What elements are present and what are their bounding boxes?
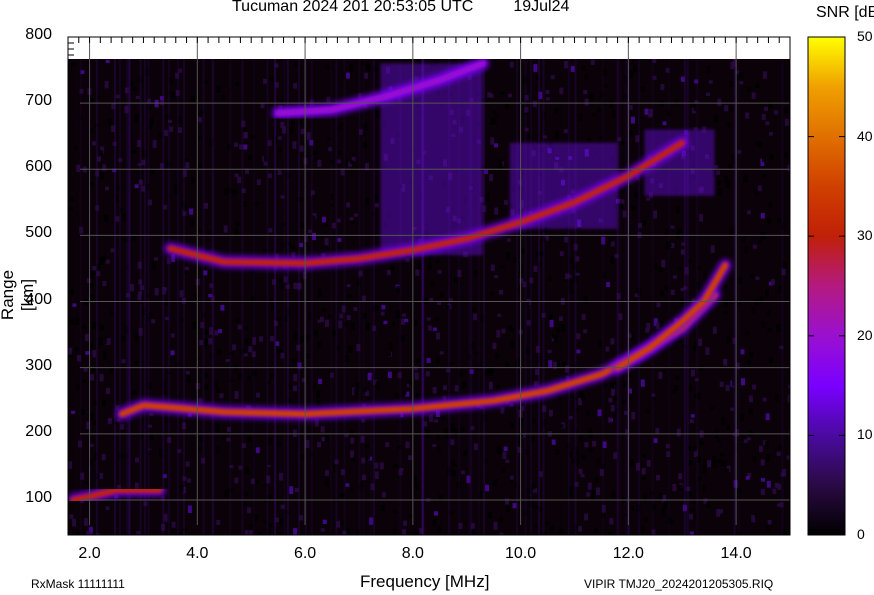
x-tick-12.0: 12.0 xyxy=(612,545,644,562)
grid-lines xyxy=(67,37,791,525)
x-tick-4.0: 4.0 xyxy=(186,545,209,562)
y-tick-200: 200 xyxy=(25,422,52,440)
colorbar xyxy=(807,36,846,536)
x-tick-10.0: 10.0 xyxy=(505,545,537,562)
y-tick-100: 100 xyxy=(25,488,52,506)
y-tick-600: 600 xyxy=(25,158,52,176)
x-axis-label: Frequency [MHz] xyxy=(360,572,490,591)
colorbar-tick-40: 40 xyxy=(857,127,873,144)
chart-title: Tucuman 2024 201 20:53:05 UTC 19Jul24 xyxy=(232,0,569,16)
echo-traces xyxy=(68,59,732,506)
colorbar-tick-10: 10 xyxy=(857,426,873,443)
y-tick-500: 500 xyxy=(25,224,52,242)
colorbar-title: SNR [dB] xyxy=(816,4,874,21)
x-tick-8.0: 8.0 xyxy=(401,545,424,562)
x-tick-2.0: 2.0 xyxy=(78,545,101,562)
x-tick-6.0: 6.0 xyxy=(293,545,317,562)
x-tick-14.0: 14.0 xyxy=(720,545,752,562)
colorbar-tick-50: 50 xyxy=(857,28,873,44)
rxmask-label: RxMask 11111111 xyxy=(31,577,125,591)
plot-frame xyxy=(67,36,791,536)
plot-top-blank xyxy=(68,37,790,59)
y-tick-400: 400 xyxy=(25,290,52,308)
colorbar-tick-0: 0 xyxy=(857,526,865,542)
y-tick-300: 300 xyxy=(25,356,52,374)
y-tick-800: 800 xyxy=(25,26,52,43)
title-date: 19Jul24 xyxy=(513,0,570,15)
title-text: Tucuman 2024 201 20:53:05 UTC xyxy=(232,0,474,15)
colorbar-ticks xyxy=(808,136,845,436)
colorbar-tick-20: 20 xyxy=(857,326,873,343)
file-name-label: VIPIR TMJ20_2024201205305.RIQ xyxy=(584,577,774,591)
y-tick-700: 700 xyxy=(25,92,52,110)
colorbar-tick-30: 30 xyxy=(857,227,873,244)
